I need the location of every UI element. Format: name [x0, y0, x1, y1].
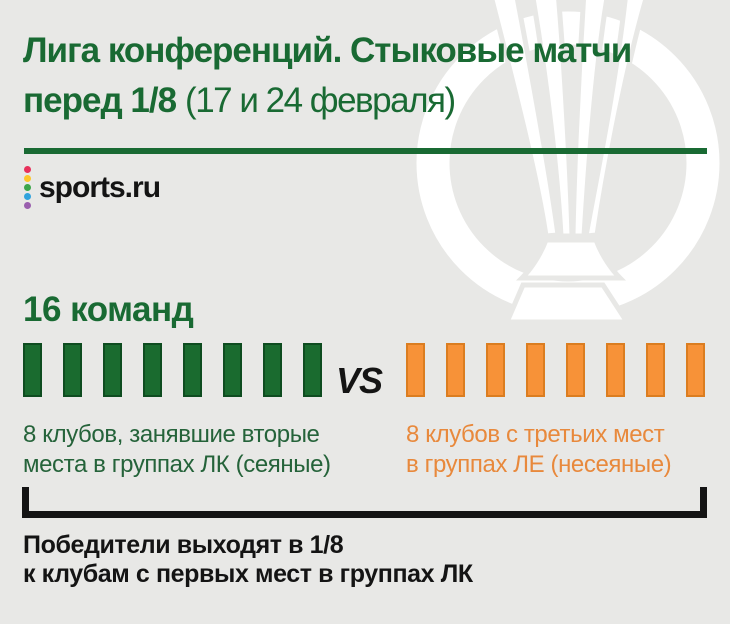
sportsru-logo-dots-icon — [24, 166, 31, 209]
logo-dot — [24, 175, 31, 182]
sportsru-logo-text: sports.ru — [39, 170, 161, 204]
seeded-caption-line1: 8 клубов, занявшие вторые — [23, 421, 320, 448]
page-title-line2: перед 1/8 (17 и 24 февраля) — [23, 76, 713, 126]
team-bar — [183, 343, 202, 397]
team-bar — [526, 343, 545, 397]
team-bar — [646, 343, 665, 397]
team-bar — [23, 343, 42, 397]
unseeded-caption-line1: 8 клубов с третьих мест — [406, 421, 665, 448]
winners-note-line1: Победители выходят в 1/8 — [23, 531, 344, 559]
winners-note: Победители выходят в 1/8 к клубам с перв… — [23, 531, 473, 589]
seeded-caption-line2: места в группах ЛК (сеяные) — [23, 451, 331, 478]
logo-dot — [24, 166, 31, 173]
team-bar — [446, 343, 465, 397]
team-bar — [143, 343, 162, 397]
winners-note-line2: к клубам с первых мест в группах ЛК — [23, 560, 473, 588]
page-title-line2-bold: перед 1/8 — [23, 81, 177, 120]
unseeded-caption-line2: в группах ЛЕ (несеяные) — [406, 451, 672, 478]
team-bar — [63, 343, 82, 397]
team-bar — [566, 343, 585, 397]
team-bar — [263, 343, 282, 397]
team-bar — [686, 343, 705, 397]
title-divider — [24, 148, 707, 154]
uefa-conference-league-trophy-icon — [416, 0, 720, 325]
team-bar — [223, 343, 242, 397]
seeded-teams-bars — [23, 343, 322, 397]
vs-label: VS — [336, 360, 383, 401]
sportsru-logo: sports.ru — [24, 166, 161, 209]
team-bar — [103, 343, 122, 397]
seeded-teams-caption: 8 клубов, занявшие вторые места в группа… — [23, 420, 331, 480]
team-bar — [406, 343, 425, 397]
page-title-date-note: (17 и 24 февраля) — [185, 81, 456, 120]
team-bar — [303, 343, 322, 397]
page-title-line1: Лига конференций. Стыковые матчи — [23, 31, 632, 70]
logo-dot — [24, 202, 31, 209]
page-title: Лига конференций. Стыковые матчи перед 1… — [23, 26, 713, 126]
teams-count-heading: 16 команд — [23, 290, 194, 329]
unseeded-teams-bars — [406, 343, 705, 397]
unseeded-teams-caption: 8 клубов с третьих мест в группах ЛЕ (не… — [406, 420, 672, 480]
logo-dot — [24, 193, 31, 200]
winners-bracket — [22, 487, 707, 518]
logo-dot — [24, 184, 31, 191]
team-bar — [606, 343, 625, 397]
team-bar — [486, 343, 505, 397]
